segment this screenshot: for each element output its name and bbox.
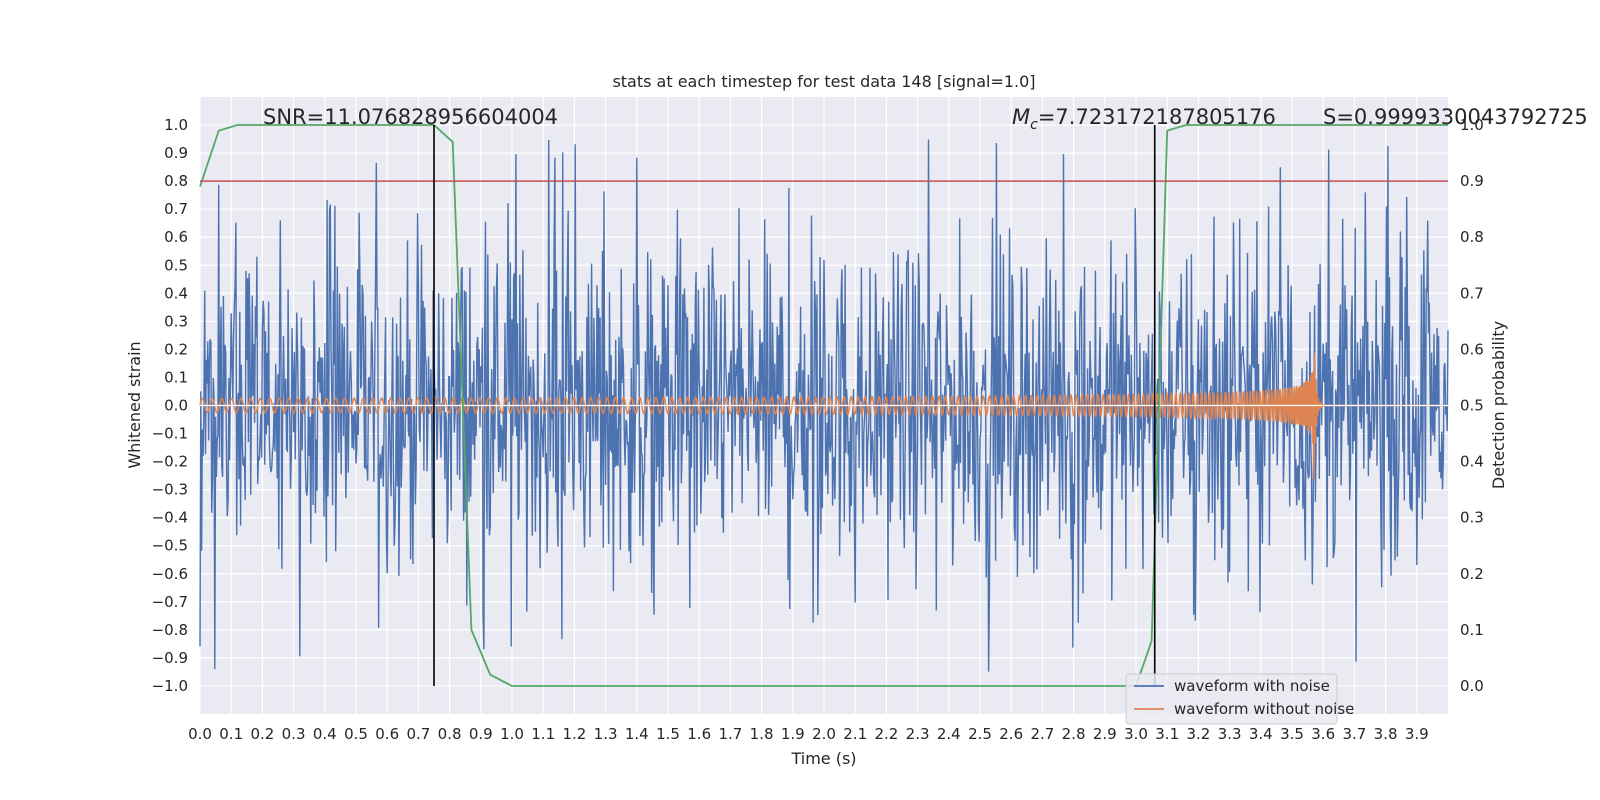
x-tick-label: 3.2 bbox=[1186, 725, 1210, 743]
x-tick-label: 1.7 bbox=[718, 725, 742, 743]
y2-tick-label: 0.7 bbox=[1460, 284, 1484, 302]
x-tick-label: 2.4 bbox=[937, 725, 961, 743]
x-tick-label: 1.3 bbox=[594, 725, 618, 743]
y-tick-label: −0.4 bbox=[152, 509, 188, 527]
x-tick-label: 3.1 bbox=[1155, 725, 1179, 743]
chirp-mass-value: =7.723172187805176 bbox=[1038, 105, 1276, 129]
y2-tick-label: 0.0 bbox=[1460, 677, 1484, 695]
chirp-mass-subscript: c bbox=[1030, 117, 1038, 133]
y-tick-label: −0.5 bbox=[152, 537, 188, 555]
x-tick-label: 0.3 bbox=[282, 725, 306, 743]
x-tick-label: 1.0 bbox=[500, 725, 524, 743]
y-tick-label: 0.5 bbox=[164, 256, 188, 274]
y2-tick-label: 1.0 bbox=[1460, 116, 1484, 134]
series-waveform-without-noise bbox=[199, 352, 1448, 480]
y-tick-label: −0.6 bbox=[152, 565, 188, 583]
x-tick-label: 3.7 bbox=[1342, 725, 1366, 743]
x-tick-label: 0.0 bbox=[188, 725, 212, 743]
series-detection-probability bbox=[199, 124, 1448, 687]
y-tick-label: 0.1 bbox=[164, 368, 188, 386]
y2-tick-label: 0.9 bbox=[1460, 172, 1484, 190]
x-tick-label: 0.2 bbox=[250, 725, 274, 743]
y2-tick-label: 0.4 bbox=[1460, 453, 1484, 471]
x-tick-label: 2.2 bbox=[874, 725, 898, 743]
x-tick-label: 3.3 bbox=[1218, 725, 1242, 743]
x-tick-label: 0.5 bbox=[344, 725, 368, 743]
y2-tick-label: 0.6 bbox=[1460, 340, 1484, 358]
y-tick-label: −0.3 bbox=[152, 481, 188, 499]
x-tick-label: 3.5 bbox=[1280, 725, 1304, 743]
waveform-with-noise-line bbox=[199, 139, 1449, 672]
y-tick-label: 0.4 bbox=[164, 284, 188, 302]
x-tick-label: 2.7 bbox=[1030, 725, 1054, 743]
y-tick-label: −0.2 bbox=[152, 453, 188, 471]
chart-title: stats at each timestep for test data 148… bbox=[612, 72, 1035, 91]
x-tick-label: 2.3 bbox=[906, 725, 930, 743]
y2-tick-label: 0.5 bbox=[1460, 397, 1484, 415]
x-tick-label: 1.9 bbox=[781, 725, 805, 743]
waveform-without-noise-line bbox=[199, 352, 1448, 480]
y2-tick-label: 0.2 bbox=[1460, 565, 1484, 583]
y-axis-label: Whitened strain bbox=[125, 341, 144, 468]
series-waveform-with-noise bbox=[199, 139, 1449, 672]
x-tick-label: 1.4 bbox=[625, 725, 649, 743]
snr-annotation: SNR=11.076828956604004 bbox=[263, 105, 558, 129]
x-tick-label: 1.5 bbox=[656, 725, 680, 743]
x-tick-label: 0.7 bbox=[406, 725, 430, 743]
y2-tick-label: 0.3 bbox=[1460, 509, 1484, 527]
legend: waveform with noise waveform without noi… bbox=[1125, 673, 1354, 725]
x-tick-label: 1.6 bbox=[687, 725, 711, 743]
y2-tick-label: 0.8 bbox=[1460, 228, 1484, 246]
y-tick-label: 0.7 bbox=[164, 200, 188, 218]
x-tick-label: 3.8 bbox=[1374, 725, 1398, 743]
chirp-mass-annotation: Mc=7.723172187805176 bbox=[1012, 105, 1276, 133]
x-tick-label: 2.9 bbox=[1093, 725, 1117, 743]
x-tick-label: 3.6 bbox=[1311, 725, 1335, 743]
x-tick-label: 1.1 bbox=[531, 725, 555, 743]
y-tick-label: 0.8 bbox=[164, 172, 188, 190]
x-tick-label: 0.4 bbox=[313, 725, 337, 743]
x-tick-label: 3.9 bbox=[1405, 725, 1429, 743]
y-tick-label: 0.2 bbox=[164, 340, 188, 358]
x-tick-label: 3.4 bbox=[1249, 725, 1273, 743]
legend-label-noise: waveform with noise bbox=[1174, 677, 1330, 695]
y-tick-label: 0.9 bbox=[164, 144, 188, 162]
y-tick-label: −0.8 bbox=[152, 621, 188, 639]
y-axis-ticks: 1.0 0.9 0.8 0.7 0.6 0.5 0.4 0.3 0.2 0.1 0.0 −0.1 −0.… bbox=[152, 116, 188, 695]
detection-probability-line bbox=[199, 124, 1448, 687]
x-tick-label: 0.6 bbox=[375, 725, 399, 743]
legend-box bbox=[1125, 673, 1338, 725]
x-tick-label: 0.8 bbox=[438, 725, 462, 743]
x-tick-label: 2.8 bbox=[1062, 725, 1086, 743]
x-tick-label: 0.1 bbox=[219, 725, 243, 743]
chirp-mass-symbol: M bbox=[1012, 105, 1030, 129]
y-tick-label: −0.1 bbox=[152, 425, 188, 443]
x-tick-label: 0.9 bbox=[469, 725, 493, 743]
x-tick-label: 2.6 bbox=[999, 725, 1023, 743]
s-annotation: S=0.9999330043792725 bbox=[1323, 105, 1588, 129]
y2-tick-label: 0.1 bbox=[1460, 621, 1484, 639]
x-tick-label: 2.5 bbox=[968, 725, 992, 743]
x-tick-label: 1.8 bbox=[750, 725, 774, 743]
x-tick-label: 2.1 bbox=[843, 725, 867, 743]
x-axis-ticks: 0.0 0.1 0.2 0.3 0.4 0.5 0.6 0.7 0.8 0.9 1.0 1.1 1.2 1… bbox=[188, 725, 1429, 743]
x-tick-label: 2.0 bbox=[812, 725, 836, 743]
y-tick-label: 0.6 bbox=[164, 228, 188, 246]
y-tick-label: 1.0 bbox=[164, 116, 188, 134]
y-tick-label: −1.0 bbox=[152, 677, 188, 695]
y-tick-label: −0.9 bbox=[152, 649, 188, 667]
y2-axis-ticks: 1.0 0.9 0.8 0.7 0.6 0.5 0.4 0.3 0.2 0.1 0.0 bbox=[1460, 116, 1484, 695]
y-tick-label: 0.3 bbox=[164, 312, 188, 330]
legend-label-clean: waveform without noise bbox=[1174, 700, 1354, 718]
x-tick-label: 1.2 bbox=[562, 725, 586, 743]
y2-axis-label: Detection probability bbox=[1489, 321, 1508, 489]
x-tick-label: 3.0 bbox=[1124, 725, 1148, 743]
vertical-markers bbox=[433, 125, 1156, 686]
x-axis-label: Time (s) bbox=[790, 749, 856, 768]
y-tick-label: 0.0 bbox=[164, 397, 188, 415]
y-tick-label: −0.7 bbox=[152, 593, 188, 611]
